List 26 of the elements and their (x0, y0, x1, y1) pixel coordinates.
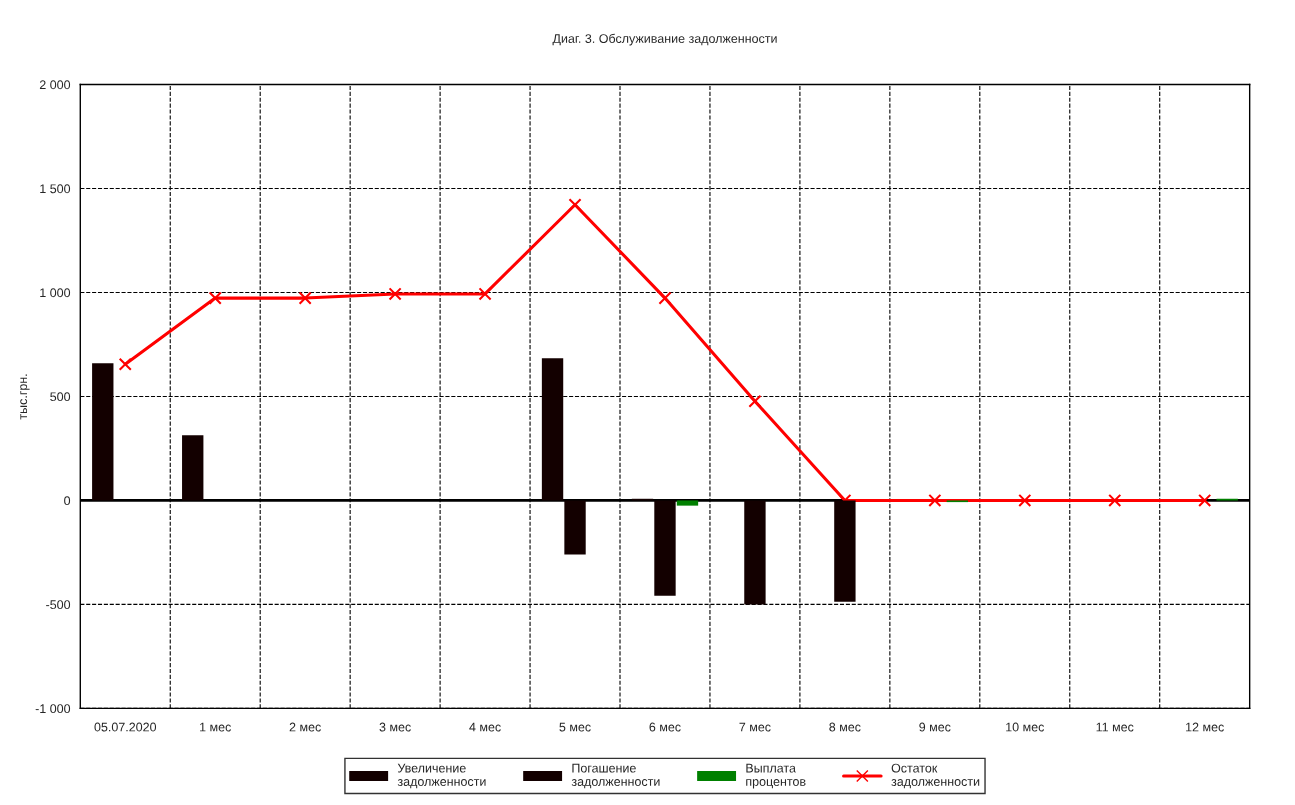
y-tick-label: 0 (64, 496, 71, 506)
y-tick-label: 1 000 (40, 288, 71, 298)
legend-label: Увеличение задолженности (397, 763, 486, 789)
x-tick-label: 9 мес (919, 722, 951, 732)
x-tick-label: 10 мес (1006, 722, 1045, 732)
y-tick-label: 500 (50, 392, 71, 402)
x-tick-label: 3 мес (379, 722, 411, 732)
x-tick-label: 5 мес (559, 722, 591, 732)
x-tick-label: 1 мес (200, 722, 231, 732)
x-tick-label: 2 мес (289, 722, 321, 732)
x-tick-label: 8 мес (829, 722, 861, 732)
y-tick-label: -1 000 (35, 704, 71, 714)
x-tick-label: 7 мес (739, 722, 771, 732)
y-axis-title: тыс.грн. (20, 374, 30, 420)
x-tick-label: 12 мес (1186, 722, 1224, 732)
chart-title: Диаг. 3. Обслуживание задолженности (552, 33, 777, 46)
x-tick-label: 4 мес (469, 722, 501, 732)
x-tick-label: 11 мес (1096, 722, 1134, 732)
y-tick-label: -500 (46, 600, 71, 610)
legend-label: Выплата процентов (746, 763, 806, 789)
y-tick-label: 1 500 (40, 184, 71, 194)
legend-label: Погашение задолженности (571, 763, 660, 789)
y-tick-label: 2 000 (39, 80, 71, 90)
x-tick-label: 05.07.2020 (94, 722, 157, 732)
legend-label: Остаток задолженности (891, 763, 980, 789)
x-tick-label: 6 мес (649, 722, 681, 732)
